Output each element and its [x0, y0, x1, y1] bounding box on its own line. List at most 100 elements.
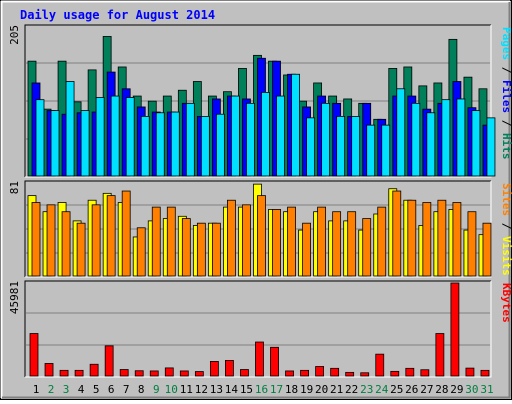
plot-border-shadow — [24, 180, 491, 277]
bar-kbytes-day-26 — [405, 367, 415, 377]
bar-kbytes-day-19 — [300, 369, 309, 377]
bar-sites-day-4 — [76, 222, 86, 277]
bar-kbytes-day-4 — [74, 369, 84, 377]
bar-sites-day-14 — [227, 199, 236, 277]
bar-kbytes-day-7 — [119, 369, 129, 377]
x-tick-label: 2 — [48, 383, 55, 396]
bar-kbytes-day-8 — [134, 370, 144, 377]
legend-entry-kbytes: KBytes — [500, 283, 512, 323]
panel-hits-files-pages: 205 Pages / Files / Hits — [8, 24, 512, 178]
bar-pages-day-18 — [291, 73, 300, 177]
x-tick-label: 15 — [240, 383, 253, 396]
bar-sites-day-15 — [242, 204, 251, 277]
bar-sites-day-31 — [482, 222, 492, 277]
bar-sites-day-9 — [151, 206, 161, 277]
x-tick-label: 3 — [63, 383, 70, 396]
bar-sites-day-16 — [257, 195, 266, 277]
y-max-label: 81 — [8, 181, 21, 194]
x-tick-label: 10 — [165, 383, 178, 396]
bar-kbytes-day-10 — [164, 367, 174, 377]
x-tick-label: 5 — [93, 383, 100, 396]
bar-pages-day-6 — [110, 95, 120, 177]
bar-pages-day-1 — [35, 99, 45, 177]
bar-kbytes-day-20 — [315, 366, 325, 377]
bar-kbytes-day-29 — [450, 282, 460, 377]
bar-pages-day-12 — [200, 116, 210, 177]
bar-kbytes-day-25 — [390, 370, 400, 377]
plot-border-shadow — [24, 24, 491, 177]
x-tick-label: 12 — [195, 383, 208, 396]
bar-sites-day-7 — [121, 190, 131, 277]
x-tick-label: 11 — [180, 383, 193, 396]
bar-pages-day-5 — [95, 97, 105, 177]
x-tick-label: 17 — [270, 383, 283, 396]
bar-kbytes-day-3 — [59, 369, 69, 377]
bar-kbytes-day-13 — [209, 361, 219, 377]
bar-sites-day-17 — [272, 209, 281, 277]
bar-sites-day-27 — [422, 202, 432, 277]
bar-pages-day-31 — [486, 117, 496, 177]
bar-sites-day-22 — [347, 211, 357, 277]
plot-border-highlight — [25, 25, 492, 178]
bar-sites-day-1 — [31, 202, 41, 277]
bar-pages-day-3 — [65, 81, 75, 177]
x-tick-label: 21 — [330, 383, 343, 396]
x-tick-label: 22 — [345, 383, 358, 396]
bar-kbytes-day-23 — [360, 372, 370, 377]
bar-sites-day-11 — [181, 218, 191, 277]
x-tick-label: 31 — [480, 383, 493, 396]
bar-pages-day-20 — [321, 102, 331, 177]
bar-pages-day-19 — [306, 117, 315, 177]
panel-kbytes: 45981 KBytes — [8, 280, 512, 378]
bar-sites-day-13 — [211, 222, 221, 277]
bar-sites-day-5 — [91, 204, 101, 277]
chart-title: Daily usage for August 2014 — [20, 8, 215, 22]
bar-kbytes-day-6 — [104, 345, 114, 377]
bar-kbytes-day-28 — [435, 333, 445, 377]
bar-pages-day-29 — [456, 98, 466, 177]
x-tick-label: 6 — [108, 383, 115, 396]
x-tick-label: 14 — [225, 383, 239, 396]
y-max-label: 205 — [8, 25, 21, 45]
legend-entry-files: Files — [500, 80, 512, 113]
bar-pages-day-25 — [396, 88, 406, 177]
bar-pages-day-2 — [50, 110, 60, 177]
x-tick-label: 23 — [360, 383, 373, 396]
x-tick-label: 4 — [78, 383, 85, 396]
bar-pages-day-15 — [246, 102, 255, 177]
bar-pages-day-4 — [80, 110, 90, 177]
plot-border-highlight — [25, 181, 492, 278]
bar-sites-day-26 — [407, 199, 417, 277]
bar-sites-day-12 — [196, 222, 206, 277]
bar-pages-day-13 — [215, 113, 225, 177]
bar-kbytes-day-30 — [465, 367, 475, 377]
bar-sites-day-3 — [61, 211, 71, 277]
bar-sites-day-20 — [317, 206, 327, 277]
legend-separator: / — [500, 216, 512, 236]
chart-panels: 205 Pages / Files / Hits 81 Sites / Visits 4… — [8, 24, 512, 378]
x-tick-label: 13 — [210, 383, 223, 396]
bar-pages-day-21 — [336, 116, 346, 177]
bar-kbytes-day-14 — [225, 360, 234, 377]
bar-sites-day-8 — [136, 227, 146, 277]
panel-visits-sites: 81 Sites / Visits — [8, 180, 512, 278]
bar-pages-day-22 — [351, 116, 361, 177]
x-tick-label: 18 — [285, 383, 298, 396]
x-tick-label: 16 — [255, 383, 268, 396]
bar-kbytes-day-15 — [240, 369, 249, 377]
x-tick-label: 1 — [33, 383, 40, 396]
bar-pages-day-30 — [471, 110, 481, 177]
bar-pages-day-11 — [185, 102, 195, 177]
x-tick-label: 25 — [390, 383, 403, 396]
legend-entry-visits: Visits — [500, 236, 512, 276]
bar-kbytes-day-24 — [375, 353, 385, 377]
series-kbytes — [29, 282, 490, 377]
legend-separator: / — [500, 113, 512, 133]
x-tick-label: 27 — [420, 383, 433, 396]
bar-sites-day-18 — [287, 206, 296, 277]
bar-kbytes-day-2 — [44, 363, 54, 377]
bar-pages-day-24 — [381, 124, 391, 177]
y-max-label: 45981 — [8, 281, 21, 314]
